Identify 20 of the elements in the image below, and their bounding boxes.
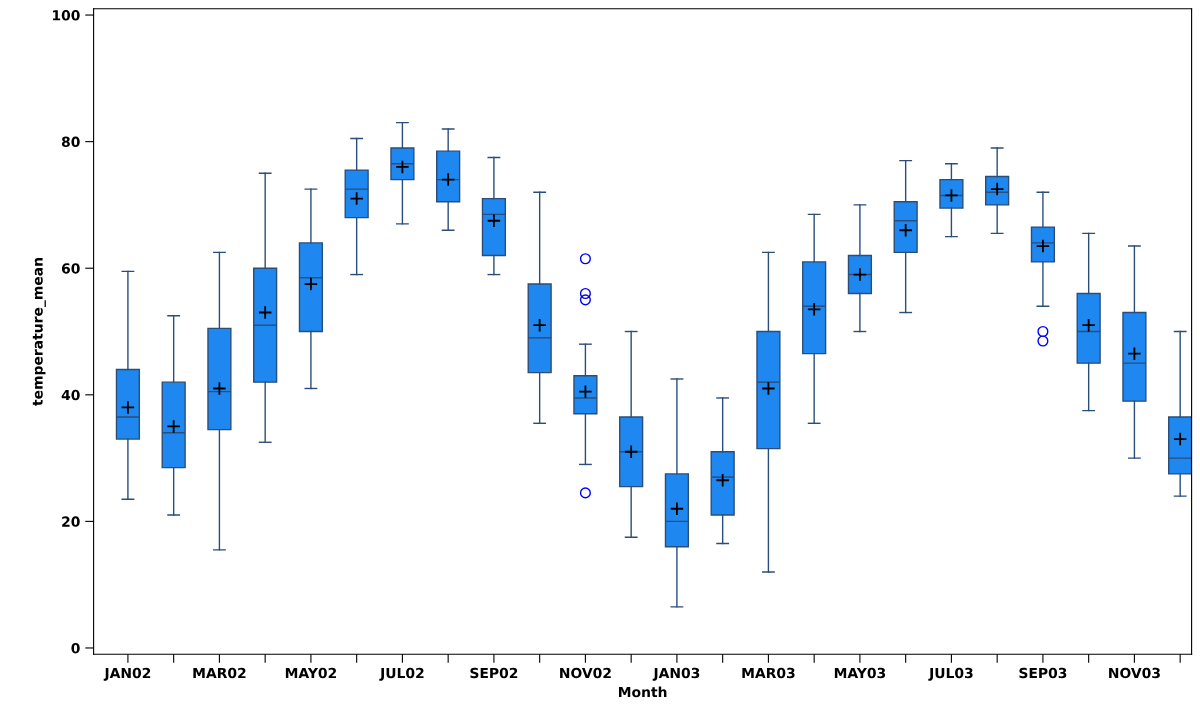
x-tick-label: MAY02 <box>285 667 337 679</box>
y-tick-label: 80 <box>61 136 80 148</box>
y-tick-label: 0 <box>71 642 80 654</box>
x-tick-label: MAY03 <box>834 667 886 679</box>
x-tick-label: SEP03 <box>1019 667 1067 679</box>
y-tick-label: 100 <box>52 10 80 21</box>
x-tick-label: JUL02 <box>379 667 424 681</box>
x-tick-label: JAN02 <box>103 667 151 681</box>
x-tick-label: MAR02 <box>193 667 246 679</box>
x-axis-title: Month <box>618 686 667 698</box>
y-tick-label: 40 <box>61 389 80 401</box>
x-tick-label: SEP02 <box>470 667 518 679</box>
x-tick-label: NOV03 <box>1109 667 1160 679</box>
y-tick-label: 20 <box>62 516 80 527</box>
y-tick-label: 60 <box>61 263 80 274</box>
y-axis-title: temperature_mean <box>32 258 46 406</box>
x-tick-label: NOV02 <box>560 667 611 679</box>
x-tick-label: JUL03 <box>928 667 973 681</box>
x-tick-label: JAN03 <box>652 667 700 681</box>
x-tick-label: MAR03 <box>742 667 795 679</box>
